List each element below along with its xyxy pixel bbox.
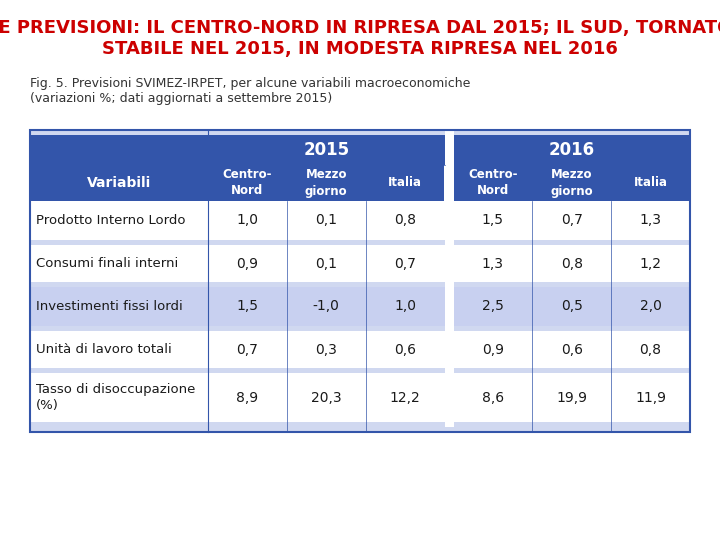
- Text: 0,1: 0,1: [315, 256, 337, 271]
- Bar: [30, 373, 690, 422]
- Text: Mezzo
giorno: Mezzo giorno: [305, 168, 348, 198]
- Bar: [30, 201, 690, 240]
- Text: 0,6: 0,6: [394, 342, 416, 356]
- Bar: [611, 165, 690, 201]
- Text: 1,0: 1,0: [394, 300, 416, 314]
- Bar: [287, 165, 366, 201]
- Text: 11,9: 11,9: [635, 390, 666, 404]
- Text: 8,9: 8,9: [236, 390, 258, 404]
- Bar: [30, 130, 690, 432]
- Bar: [30, 282, 690, 287]
- Text: LE PREVISIONI: IL CENTRO-NORD IN RIPRESA DAL 2015; IL SUD, TORNATO: LE PREVISIONI: IL CENTRO-NORD IN RIPRESA…: [0, 19, 720, 37]
- Text: 0,7: 0,7: [236, 342, 258, 356]
- Bar: [444, 287, 454, 331]
- Bar: [532, 165, 611, 201]
- Text: 1,3: 1,3: [482, 256, 504, 271]
- Text: Centro-
Nord: Centro- Nord: [468, 168, 518, 198]
- Text: Fig. 5. Previsioni SVIMEZ-IRPET, per alcune variabili macroeconomiche
(variazion: Fig. 5. Previsioni SVIMEZ-IRPET, per alc…: [30, 77, 470, 105]
- Bar: [30, 287, 690, 326]
- Text: STABILE NEL 2015, IN MODESTA RIPRESA NEL 2016: STABILE NEL 2015, IN MODESTA RIPRESA NEL…: [102, 40, 618, 58]
- Bar: [30, 331, 690, 368]
- Text: 1,0: 1,0: [236, 213, 258, 227]
- Text: 0,9: 0,9: [236, 256, 258, 271]
- Text: Variabili: Variabili: [87, 176, 151, 190]
- Text: -1,0: -1,0: [312, 300, 340, 314]
- Bar: [30, 422, 690, 427]
- Text: 0,3: 0,3: [315, 342, 337, 356]
- Bar: [30, 135, 208, 201]
- Bar: [444, 201, 454, 245]
- Text: 2016: 2016: [549, 141, 595, 159]
- Bar: [454, 165, 532, 201]
- Text: 12,2: 12,2: [390, 390, 420, 404]
- Text: Unità di lavoro totali: Unità di lavoro totali: [36, 343, 172, 356]
- Text: 0,9: 0,9: [482, 342, 504, 356]
- Text: 20,3: 20,3: [311, 390, 341, 404]
- Text: Italia: Italia: [634, 177, 667, 190]
- Text: 1,5: 1,5: [482, 213, 504, 227]
- Text: Prodotto Interno Lordo: Prodotto Interno Lordo: [36, 214, 186, 227]
- Text: 0,8: 0,8: [561, 256, 582, 271]
- Text: Centro-
Nord: Centro- Nord: [222, 168, 272, 198]
- Text: Mezzo
giorno: Mezzo giorno: [550, 168, 593, 198]
- Bar: [366, 165, 444, 201]
- Text: 0,8: 0,8: [639, 342, 662, 356]
- Text: 0,5: 0,5: [561, 300, 582, 314]
- Bar: [208, 165, 287, 201]
- Text: Italia: Italia: [388, 177, 422, 190]
- Text: 0,1: 0,1: [315, 213, 337, 227]
- Text: 0,7: 0,7: [394, 256, 416, 271]
- Bar: [30, 368, 690, 373]
- Bar: [454, 135, 690, 165]
- Bar: [30, 326, 690, 331]
- Text: 2015: 2015: [303, 141, 349, 159]
- Text: 0,6: 0,6: [561, 342, 582, 356]
- Text: 19,9: 19,9: [557, 390, 588, 404]
- Text: 1,5: 1,5: [236, 300, 258, 314]
- Text: 0,7: 0,7: [561, 213, 582, 227]
- Text: Investimenti fissi lordi: Investimenti fissi lordi: [36, 300, 183, 313]
- Bar: [208, 135, 444, 165]
- Bar: [30, 245, 690, 282]
- Bar: [30, 240, 690, 245]
- Text: Tasso di disoccupazione
(%): Tasso di disoccupazione (%): [36, 383, 195, 412]
- Bar: [444, 245, 454, 287]
- Text: 2,5: 2,5: [482, 300, 504, 314]
- Text: Consumi finali interni: Consumi finali interni: [36, 257, 179, 270]
- Text: 1,3: 1,3: [639, 213, 662, 227]
- Bar: [444, 373, 454, 427]
- Bar: [30, 427, 690, 432]
- Text: 2,0: 2,0: [639, 300, 662, 314]
- Text: 8,6: 8,6: [482, 390, 504, 404]
- Bar: [444, 99, 454, 165]
- Bar: [444, 331, 454, 373]
- Bar: [30, 130, 690, 135]
- Text: 1,2: 1,2: [639, 256, 662, 271]
- Text: 0,8: 0,8: [394, 213, 416, 227]
